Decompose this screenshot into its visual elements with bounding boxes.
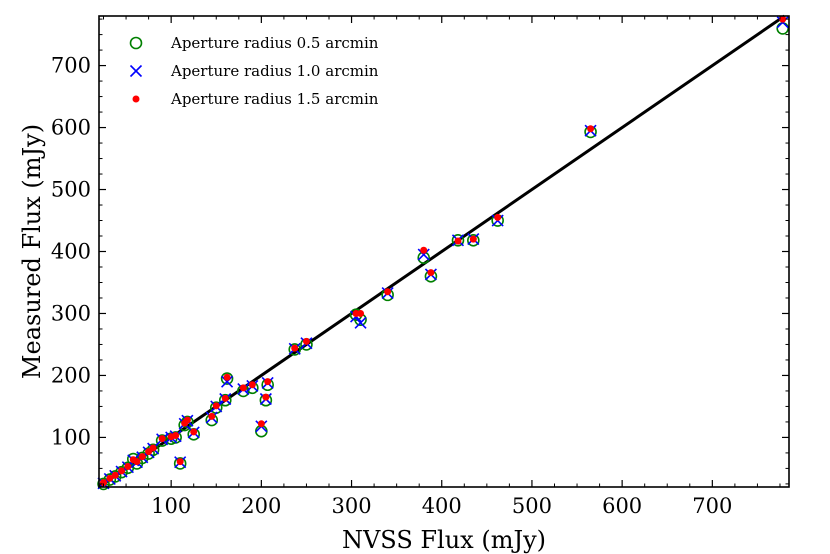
- data-point: [587, 125, 595, 133]
- data-point: [173, 457, 187, 470]
- legend: Aperture radius 0.5 arcmin Aperture radi…: [129, 34, 379, 108]
- legend-markers: [129, 36, 143, 103]
- data-point: [451, 234, 465, 247]
- data-point: [124, 463, 132, 471]
- data-point: [183, 416, 191, 424]
- x-tick-label: 700: [692, 494, 732, 518]
- data-point: [354, 316, 367, 329]
- data-point: [420, 246, 428, 254]
- data-point: [469, 235, 477, 243]
- y-tick-label: 600: [51, 116, 91, 140]
- data-point: [257, 420, 265, 428]
- x-tick-label: 200: [241, 494, 281, 518]
- data-point: [133, 458, 141, 466]
- legend-marker-2: [132, 95, 140, 103]
- data-point: [454, 237, 462, 245]
- x-axis-label: NVSS Flux (mJy): [342, 526, 546, 554]
- y-tick-label: 400: [51, 240, 91, 264]
- data-point: [221, 375, 234, 388]
- data-point: [417, 248, 430, 261]
- data-point: [172, 432, 180, 440]
- y-tick-label: 500: [51, 178, 91, 202]
- data-point: [212, 402, 220, 410]
- data-point: [138, 453, 146, 461]
- data-point: [427, 269, 435, 277]
- data-point: [190, 428, 198, 436]
- data-point: [302, 337, 310, 345]
- data-points-layer: [97, 15, 789, 491]
- data-point: [158, 435, 166, 443]
- data-point: [223, 373, 231, 381]
- data-point: [218, 393, 232, 407]
- data-point: [494, 213, 502, 221]
- x-tick-label: 100: [151, 494, 191, 518]
- x-tick-label: 600: [602, 494, 642, 518]
- y-tick-label: 200: [51, 363, 91, 387]
- data-point: [288, 343, 302, 356]
- legend-label-aperture-1-5: Aperture radius 1.5 arcmin: [170, 90, 379, 108]
- data-point: [248, 381, 256, 389]
- data-point: [221, 394, 229, 402]
- series-2: [100, 15, 787, 487]
- data-point: [176, 458, 184, 466]
- legend-label-aperture-1-0: Aperture radius 1.0 arcmin: [170, 62, 379, 80]
- y-tick-label: 700: [51, 54, 91, 78]
- data-point: [262, 393, 270, 401]
- legend-marker-0: [129, 36, 143, 50]
- plot-frame: [98, 15, 790, 488]
- data-point: [100, 479, 108, 487]
- data-point: [779, 15, 787, 23]
- data-point: [239, 384, 247, 392]
- data-point: [106, 474, 114, 482]
- y-axis-label: Measured Flux (mJy): [18, 124, 46, 379]
- legend-label-aperture-0-5: Aperture radius 0.5 arcmin: [170, 34, 379, 52]
- y-tick-label: 300: [51, 301, 91, 325]
- data-point: [208, 412, 216, 420]
- data-point: [357, 309, 365, 317]
- data-point: [264, 378, 272, 386]
- data-point: [291, 344, 299, 352]
- data-point: [467, 234, 480, 247]
- x-tick-label: 300: [332, 494, 372, 518]
- y-tick-label: 100: [51, 425, 91, 449]
- data-point: [220, 372, 234, 385]
- data-point: [111, 471, 119, 479]
- axis-ticks-layer: 100 200 300 400 500 600 700 100 200 300 400 500 600 7…: [51, 16, 789, 518]
- data-point: [97, 477, 110, 491]
- data-point: [118, 467, 126, 475]
- data-point: [149, 444, 157, 452]
- legend-marker-1: [129, 64, 143, 78]
- x-tick-label: 400: [422, 494, 462, 518]
- data-point: [384, 288, 392, 296]
- x-tick-label: 500: [512, 494, 552, 518]
